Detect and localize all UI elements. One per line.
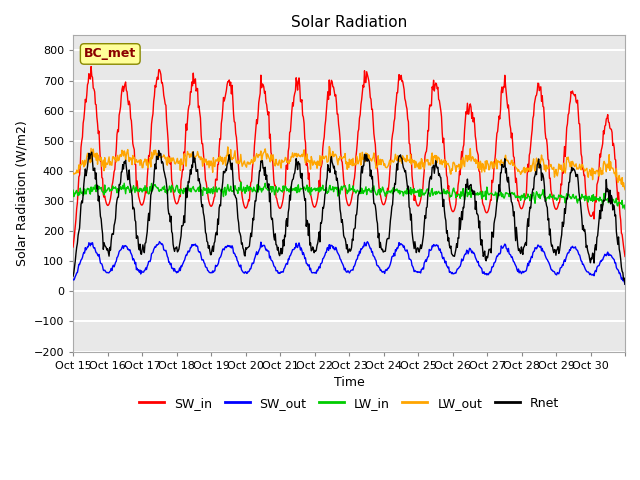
Legend: SW_in, SW_out, LW_in, LW_out, Rnet: SW_in, SW_out, LW_in, LW_out, Rnet bbox=[134, 392, 564, 415]
Text: BC_met: BC_met bbox=[84, 48, 136, 60]
X-axis label: Time: Time bbox=[333, 376, 364, 389]
Title: Solar Radiation: Solar Radiation bbox=[291, 15, 407, 30]
Y-axis label: Solar Radiation (W/m2): Solar Radiation (W/m2) bbox=[15, 120, 28, 266]
